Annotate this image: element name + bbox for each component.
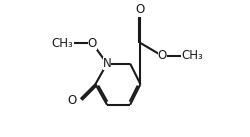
Text: O: O: [158, 49, 167, 62]
Text: CH₃: CH₃: [182, 49, 203, 62]
Text: O: O: [136, 3, 145, 16]
Text: O: O: [68, 94, 77, 107]
Text: O: O: [88, 37, 97, 49]
Text: CH₃: CH₃: [51, 37, 73, 49]
Text: N: N: [102, 57, 111, 70]
